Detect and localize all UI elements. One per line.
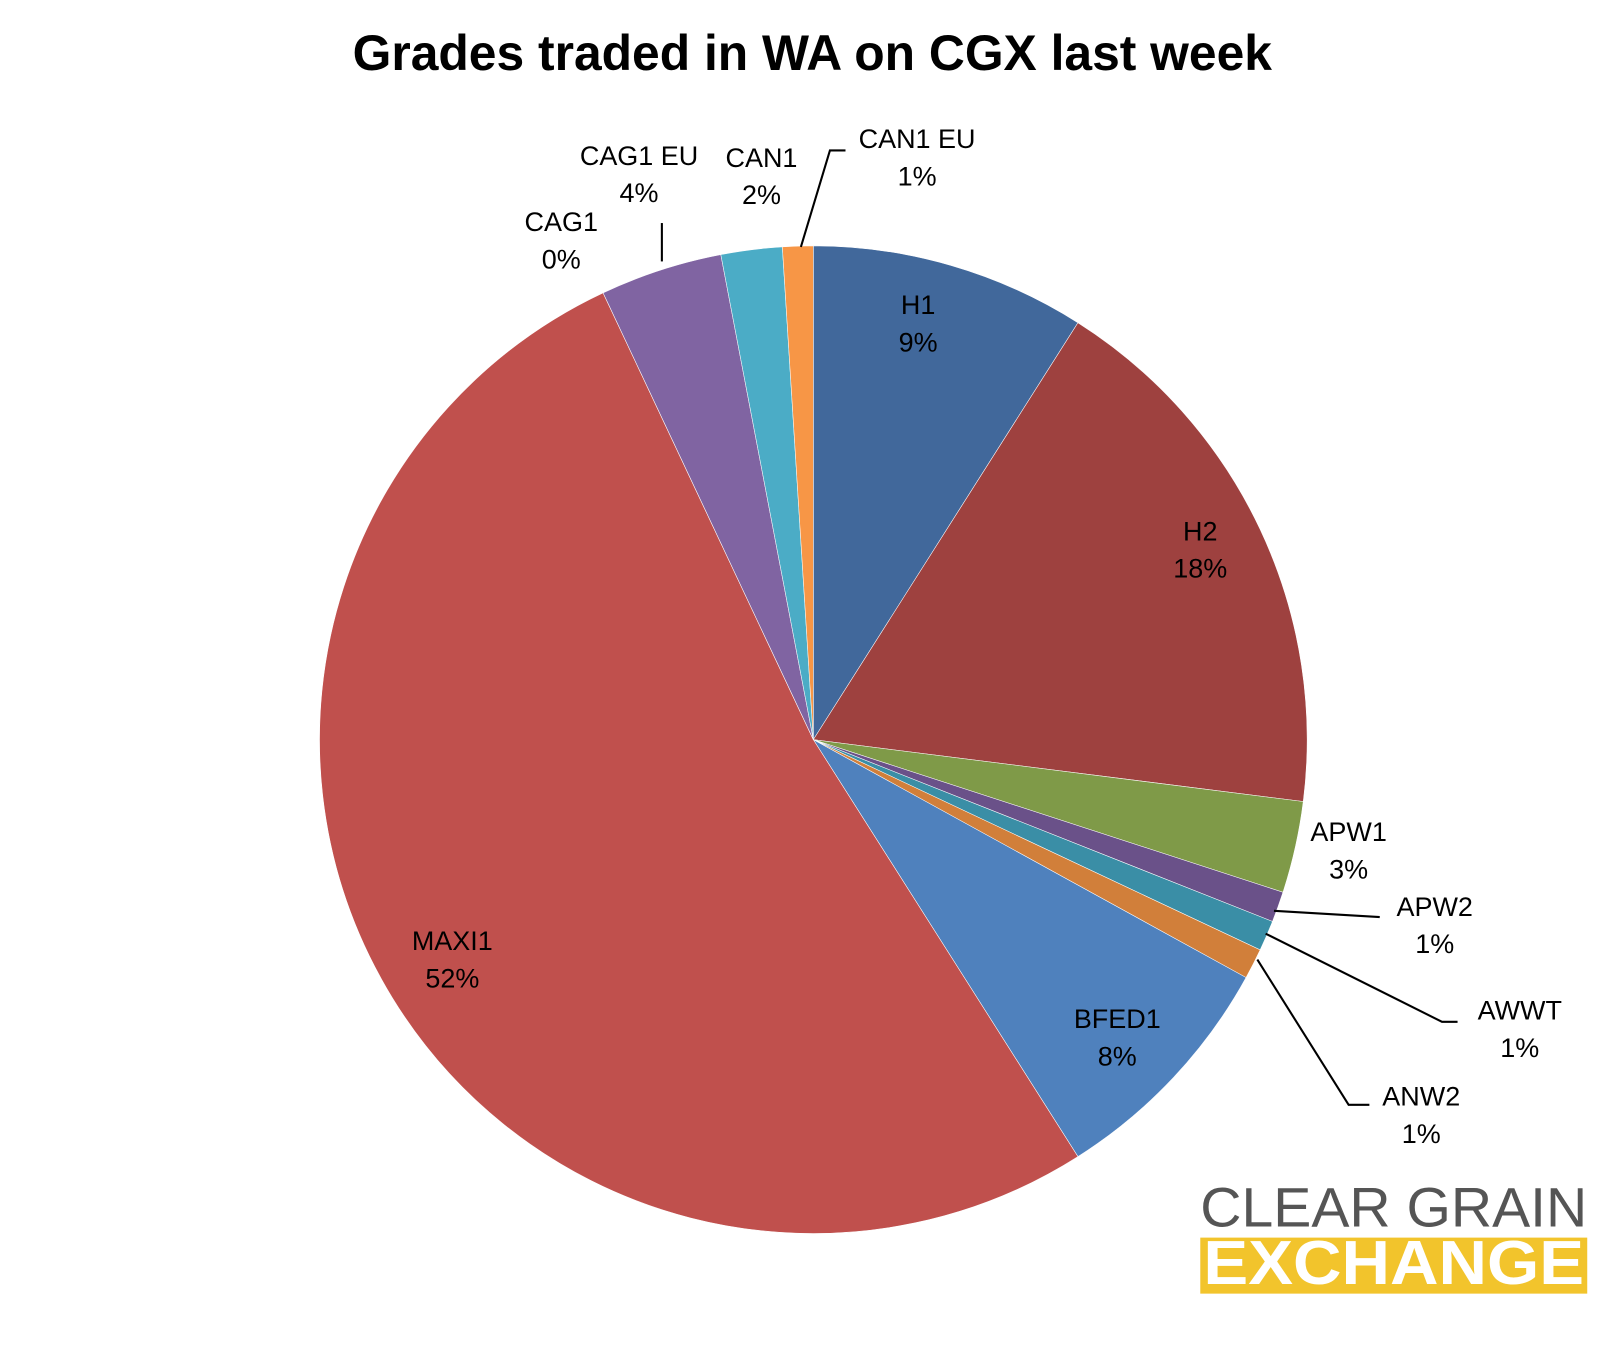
slice-value-label: 1% xyxy=(1500,1033,1539,1063)
slice-value-label: 1% xyxy=(898,162,937,192)
slice-value-label: 2% xyxy=(742,180,781,210)
chart-title: Grades traded in WA on CGX last week xyxy=(353,25,1273,81)
slice-label: H1 xyxy=(901,290,935,320)
slice-label: CAN1 EU xyxy=(859,124,976,154)
slice-label: CAG1 EU xyxy=(580,141,698,171)
pie xyxy=(319,245,1308,1234)
slice-value-label: 52% xyxy=(425,963,479,993)
slice-label: ANW2 xyxy=(1382,1082,1460,1112)
slice-label: CAN1 xyxy=(725,143,797,173)
slice-value-label: 1% xyxy=(1402,1119,1441,1149)
slice-value-label: 0% xyxy=(542,245,581,275)
leader-line xyxy=(1265,932,1458,1023)
slice-value-label: 8% xyxy=(1098,1041,1137,1071)
leader-line xyxy=(799,149,846,248)
pie-slice xyxy=(782,245,814,740)
leader-line xyxy=(1273,909,1380,919)
slice-value-label: 18% xyxy=(1173,554,1227,584)
slice-label: MAXI1 xyxy=(412,926,493,956)
slice-value-label: 4% xyxy=(620,178,659,208)
slice-label: BFED1 xyxy=(1074,1004,1161,1034)
pie-slice xyxy=(812,322,1308,802)
pie-slice xyxy=(813,245,1079,741)
logo-bar xyxy=(1200,1237,1588,1294)
logo-line2: EXCHANGE xyxy=(1203,1229,1584,1298)
slice-value-label: 9% xyxy=(899,328,938,358)
slice-label: APW2 xyxy=(1397,892,1473,922)
pie-slice xyxy=(319,292,1079,1234)
slice-label: CAG1 xyxy=(525,207,598,237)
slice-value-label: 1% xyxy=(1415,929,1454,959)
leader-line xyxy=(1256,959,1370,1106)
slice-label: APW1 xyxy=(1310,817,1386,847)
labels: H1 9% H2 18% APW1 3% APW2 1% AWWT 1% ANW2 1% BFED1 8%… xyxy=(412,124,1562,1149)
slice-value-label: 3% xyxy=(1329,855,1368,885)
slice-label: H2 xyxy=(1183,516,1217,546)
pie-slice xyxy=(813,739,1247,1157)
slice-label: AWWT xyxy=(1478,996,1562,1026)
logo-line1: CLEAR GRAIN xyxy=(1200,1175,1587,1238)
